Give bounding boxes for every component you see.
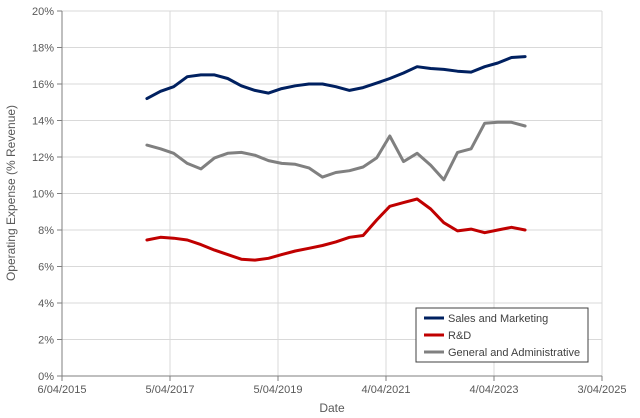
- legend-label-general-and-administrative: General and Administrative: [448, 347, 580, 359]
- y-tick-label: 12%: [32, 152, 54, 164]
- legend-label-r-d: R&D: [448, 330, 471, 342]
- x-tick-label: 4/04/2021: [362, 384, 411, 396]
- y-tick-label: 6%: [38, 262, 54, 274]
- legend: Sales and Marketing R&D General and Admini…: [415, 307, 589, 363]
- x-tick-label: 6/04/2015: [38, 384, 87, 396]
- x-tick-label: 3/04/2025: [578, 384, 627, 396]
- y-axis-title: Operating Expense (% Revenue): [4, 105, 18, 281]
- legend-box: [415, 307, 589, 363]
- series-line-r-d: [145, 197, 527, 262]
- legend-label-sales-and-marketing: Sales and Marketing: [448, 313, 548, 325]
- x-tick-label: 5/04/2017: [146, 384, 195, 396]
- x-tick-labels: 6/04/2015 5/04/2017 5/04/2019 4/04/2021 4/04…: [38, 384, 627, 396]
- y-tick-label: 2%: [38, 335, 54, 347]
- y-tick-label: 16%: [32, 79, 54, 91]
- series-line-sales-and-marketing: [145, 55, 527, 101]
- series-line-general-and-administrative: [145, 120, 527, 182]
- y-tick-label: 10%: [32, 189, 54, 201]
- y-tick-label: 14%: [32, 116, 54, 128]
- y-tick-label: 20%: [32, 6, 54, 18]
- x-axis-title: Date: [319, 401, 345, 415]
- axes: [57, 10, 603, 381]
- y-tick-label: 8%: [38, 225, 54, 237]
- y-tick-label: 4%: [38, 298, 54, 310]
- x-tick-label: 4/04/2023: [470, 384, 519, 396]
- y-tick-label: 18%: [32, 43, 54, 55]
- series-lines: [145, 55, 527, 262]
- y-tick-label: 0%: [38, 371, 54, 383]
- x-tick-label: 5/04/2019: [254, 384, 303, 396]
- gridlines: [62, 10, 603, 376]
- y-tick-labels: 0% 2% 4% 6% 8% 10% 12% 14% 16% 18% 20%: [32, 6, 54, 383]
